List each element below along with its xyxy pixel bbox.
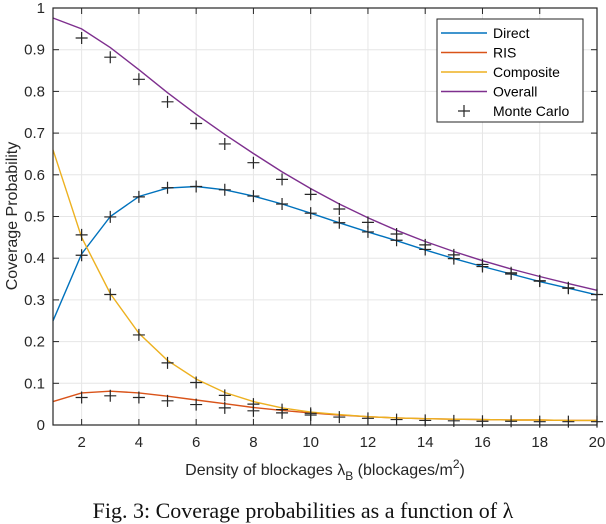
plus-marker-icon	[333, 411, 346, 424]
plus-marker-icon	[562, 282, 575, 295]
plus-marker-icon	[476, 260, 489, 273]
x-tick-label: 20	[589, 434, 606, 451]
x-tick-label: 4	[135, 434, 143, 451]
y-tick-label: 0.3	[24, 292, 45, 309]
y-tick-label: 0.6	[24, 167, 45, 184]
y-tick-label: 0.1	[24, 375, 45, 392]
x-tick-label: 14	[417, 434, 434, 451]
y-tick-labels: 0 0.1 0.2 0.3 0.4 0.5 0.6 0.7 0.8 0.9 1	[24, 0, 45, 434]
plus-marker-icon	[132, 328, 145, 341]
x-tick-label: 18	[531, 434, 548, 451]
plus-marker-icon	[75, 32, 88, 45]
x-tick-label: 12	[360, 434, 377, 451]
plus-marker-icon	[505, 268, 518, 281]
plus-marker-icon	[190, 180, 203, 193]
plus-marker-icon	[161, 95, 174, 108]
plus-marker-icon	[132, 391, 145, 404]
plus-marker-icon	[247, 404, 260, 417]
y-tick-label: 0.2	[24, 334, 45, 351]
plus-marker-icon	[218, 183, 231, 196]
plus-marker-icon	[161, 356, 174, 369]
y-tick-label: 0.5	[24, 209, 45, 226]
x-tick-label: 10	[302, 434, 319, 451]
plus-marker-icon	[447, 252, 460, 265]
y-tick-label: 0.8	[24, 83, 45, 100]
plus-marker-icon	[247, 156, 260, 169]
plus-marker-icon	[390, 413, 403, 426]
plus-marker-icon	[304, 207, 317, 220]
legend-label: Monte Carlo	[493, 103, 569, 119]
x-tick-label: 6	[192, 434, 200, 451]
plus-marker-icon	[304, 408, 317, 421]
y-tick-label: 0.7	[24, 125, 45, 142]
plus-marker-icon	[458, 105, 470, 117]
plus-marker-icon	[132, 190, 145, 203]
plus-marker-icon	[161, 394, 174, 407]
legend-label: RIS	[493, 45, 516, 61]
y-tick-label: 0	[37, 417, 45, 434]
y-tick-label: 0.9	[24, 42, 45, 59]
plus-marker-icon	[533, 275, 546, 288]
legend-label: Overall	[493, 84, 537, 100]
legend-item-overall[interactable]: Overall	[441, 84, 537, 100]
x-tick-labels: 2 4 6 8 10 12 14 16 18 20	[77, 434, 605, 451]
plus-marker-icon	[276, 406, 289, 419]
plus-marker-icon	[104, 389, 117, 402]
legend-label: Composite	[493, 64, 560, 80]
series-line-overall	[52, 17, 598, 291]
plus-marker-icon	[190, 398, 203, 411]
legend-label: Direct	[493, 25, 530, 41]
plus-marker-icon	[361, 225, 374, 238]
plus-marker-icon	[276, 197, 289, 210]
series-line-composite	[52, 149, 597, 422]
series-line-direct	[52, 185, 598, 322]
plus-marker-icon	[333, 202, 346, 215]
y-axis-label: Coverage Probability	[4, 142, 21, 291]
x-tick-label: 16	[474, 434, 491, 451]
plus-marker-icon	[190, 376, 203, 389]
y-tick-label: 1	[37, 0, 45, 17]
legend-item-direct[interactable]: Direct	[441, 25, 530, 41]
plus-marker-icon	[247, 190, 260, 203]
legend-box	[436, 18, 584, 123]
plus-marker-icon	[104, 51, 117, 64]
legend-item-composite[interactable]: Composite	[441, 64, 560, 80]
plus-marker-icon	[75, 249, 88, 262]
plus-marker-icon	[132, 73, 145, 86]
plus-marker-icon	[104, 210, 117, 223]
series-line-ris	[52, 390, 597, 422]
monte-carlo-markers	[75, 32, 603, 428]
plus-marker-icon	[218, 137, 231, 150]
plus-marker-icon	[419, 243, 432, 256]
plus-marker-icon	[75, 391, 88, 404]
plus-marker-icon	[390, 234, 403, 247]
axes-box	[52, 7, 598, 426]
coverage-probability-chart: 2 4 6 8 10 12 14 16 18 20 00.10.20.30.40.50.60.70…	[4, 0, 605, 483]
figure-caption: Fig. 3: Coverage probabilities as a func…	[92, 498, 514, 523]
legend[interactable]: Direct RIS Composite Overall Monte Carlo	[436, 18, 584, 123]
x-tick-label: 2	[77, 434, 85, 451]
legend-item-monte-carlo[interactable]: Monte Carlo	[458, 103, 569, 119]
plus-marker-icon	[218, 389, 231, 402]
plus-marker-icon	[276, 173, 289, 186]
plus-marker-icon	[562, 415, 575, 428]
x-tick-label: 8	[249, 434, 257, 451]
y-tick-label: 0.4	[24, 250, 45, 267]
legend-item-ris[interactable]: RIS	[441, 45, 516, 61]
plus-marker-icon	[104, 288, 117, 301]
plus-marker-icon	[304, 188, 317, 201]
plus-marker-icon	[190, 117, 203, 130]
plus-marker-icon	[333, 216, 346, 229]
plus-marker-icon	[218, 401, 231, 414]
plus-marker-icon	[75, 228, 88, 241]
x-axis-label: Density of blockages λB (blockages/m2)	[185, 457, 465, 483]
plus-marker-icon	[161, 181, 174, 194]
